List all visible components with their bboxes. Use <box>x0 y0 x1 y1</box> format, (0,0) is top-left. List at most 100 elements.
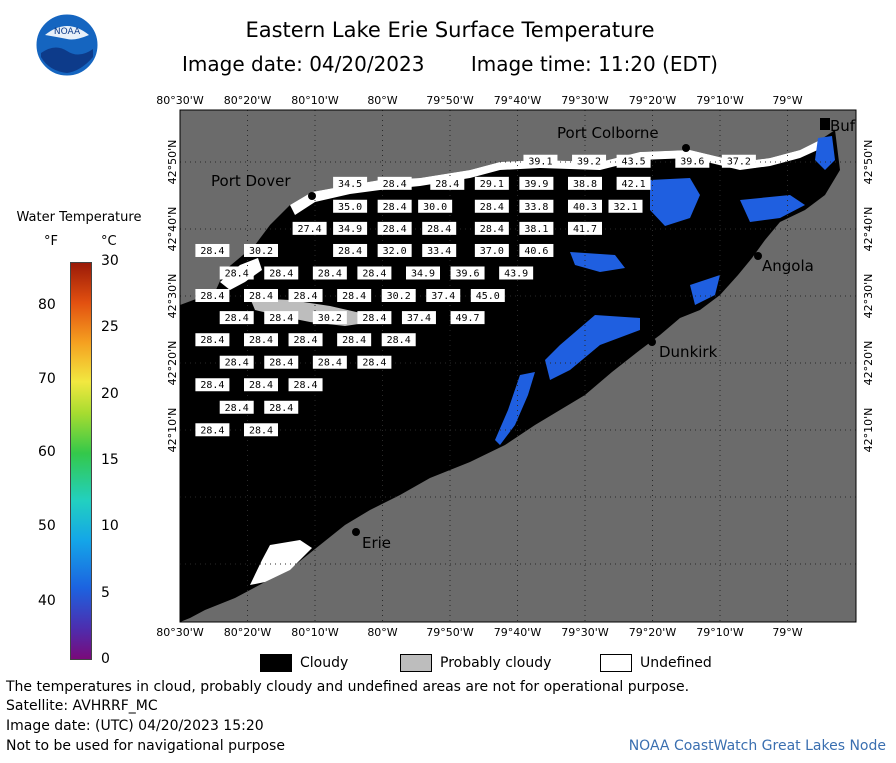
water-patch-shore <box>690 275 720 305</box>
place-angola: Angola <box>762 257 814 275</box>
temperature-value: 43.5 <box>622 157 646 168</box>
temperature-value-box <box>357 311 392 325</box>
lon-label-bottom: 80°30'W <box>156 626 204 639</box>
temperature-values: 39.1 39.2 43.5 39.6 37.234.5 28.4 28.4 29.1 39.9… <box>195 154 756 437</box>
temperature-value: 39.6 <box>456 268 480 279</box>
lon-label-top: 80°10'W <box>291 94 339 107</box>
temperature-value: 28.4 <box>480 202 504 213</box>
temperature-value: 39.2 <box>577 157 601 168</box>
temperature-value-box <box>264 355 299 369</box>
water-patch-east <box>740 195 805 222</box>
temperature-value-box <box>244 289 278 302</box>
temperature-value: 28.4 <box>383 224 407 235</box>
temperature-value-box <box>195 243 230 257</box>
temperature-value: 28.4 <box>225 358 249 369</box>
temperature-value-box <box>381 333 416 347</box>
temperature-value: 40.3 <box>573 202 597 213</box>
temperature-value: 28.4 <box>200 246 224 257</box>
temperature-value-box <box>523 154 558 168</box>
temperature-value: 34.9 <box>411 268 435 279</box>
temperature-value-box <box>519 243 554 257</box>
lon-label-bottom: 79°20'W <box>629 626 677 639</box>
temperature-value: 37.4 <box>407 313 431 324</box>
lon-label-bottom: 79°30'W <box>561 626 609 639</box>
utc-date: Image date: (UTC) 04/20/2023 15:20 <box>6 718 264 734</box>
noaa-logo: NOAA <box>35 13 99 77</box>
temperature-value: 30.2 <box>387 291 411 302</box>
lon-label-top: 80°20'W <box>224 94 272 107</box>
place-port-dover: Port Dover <box>211 172 291 190</box>
undefined-area-erie <box>250 540 312 585</box>
temperature-value-box <box>568 221 602 235</box>
temperature-value-box <box>264 311 299 325</box>
temperature-value-box <box>616 154 651 168</box>
temperature-value-box <box>568 176 602 190</box>
legend-title: Water Temperature <box>16 210 142 225</box>
temperature-value-box <box>195 378 230 392</box>
temperature-value: 39.1 <box>528 157 552 168</box>
temperature-value: 28.4 <box>318 268 342 279</box>
temperature-value: 37.2 <box>727 157 751 168</box>
water-patch-mid <box>570 252 625 272</box>
key-cloudy-label: Cloudy <box>300 655 349 671</box>
lon-label-bottom: 79°10'W <box>696 626 744 639</box>
disclaimer: The temperatures in cloud, probably clou… <box>6 679 690 695</box>
lon-label-top: 79°20'W <box>629 94 677 107</box>
temperature-value: 30.0 <box>423 202 447 213</box>
lat-label-right: 42°40'N <box>862 207 875 252</box>
temperature-value: 45.0 <box>476 291 500 302</box>
lon-label-top: 79°W <box>772 94 802 107</box>
legend-tick-f: 60 <box>38 444 56 461</box>
temperature-value: 33.8 <box>524 202 548 213</box>
temperature-value-box <box>195 333 230 347</box>
legend-tick-c: 5 <box>101 584 110 601</box>
lon-label-bottom: 80°20'W <box>224 626 272 639</box>
legend-unit-c: °C <box>101 234 117 249</box>
temperature-value-box <box>426 289 461 302</box>
lon-label-top: 79°50'W <box>426 94 474 107</box>
lon-label-top: 79°30'W <box>561 94 609 107</box>
image-datetime: Image date: 04/20/2023 Image time: 11:20… <box>160 52 740 76</box>
temperature-value: 28.4 <box>225 313 249 324</box>
temperature-value-box <box>219 355 254 369</box>
temperature-value: 32.1 <box>613 202 637 213</box>
temperature-value-box <box>377 221 412 235</box>
temperature-value: 34.5 <box>338 179 362 190</box>
temperature-value: 28.4 <box>249 425 273 436</box>
temperature-value-box <box>418 199 453 213</box>
temperature-value-box <box>568 199 602 213</box>
legend-tick-c: 0 <box>101 651 110 667</box>
temperature-value-box <box>519 221 554 235</box>
place-erie: Erie <box>362 534 391 552</box>
temperature-value-box <box>474 221 509 235</box>
temperature-value-box <box>337 289 372 302</box>
temperature-value: 28.4 <box>200 380 224 391</box>
temperature-value-box <box>312 266 347 280</box>
temperature-value-box <box>288 378 323 392</box>
temperature-value-box <box>499 266 534 280</box>
image-date: Image date: 04/20/2023 <box>182 52 425 76</box>
temperature-value: 43.9 <box>504 268 528 279</box>
key-probably-cloudy: Probably cloudy <box>400 654 551 672</box>
temperature-value: 28.4 <box>342 335 366 346</box>
temperature-value: 42.1 <box>622 179 646 190</box>
temperature-value: 28.4 <box>383 179 407 190</box>
temperature-value-box <box>333 176 368 190</box>
temperature-value: 28.4 <box>269 403 293 414</box>
lon-label-top: 79°40'W <box>494 94 542 107</box>
temperature-value: 28.4 <box>269 358 293 369</box>
temperature-value: 40.6 <box>524 246 548 257</box>
page-title: Eastern Lake Erie Surface Temperature <box>245 18 655 42</box>
place-port-colborne: Port Colborne <box>557 124 659 142</box>
color-scale-bar <box>70 262 92 660</box>
legend-tick-c: 30 <box>101 253 119 269</box>
temperature-value: 34.9 <box>338 224 362 235</box>
lat-label-left: 42°50'N <box>166 140 179 185</box>
temperature-value-box <box>572 154 607 168</box>
temperature-value: 30.2 <box>249 246 273 257</box>
swatch-probably-cloudy <box>400 654 432 672</box>
temperature-value: 28.4 <box>435 179 459 190</box>
temperature-value-box <box>264 266 299 280</box>
temperature-value-box <box>244 243 278 257</box>
temperature-value-box <box>244 378 278 392</box>
